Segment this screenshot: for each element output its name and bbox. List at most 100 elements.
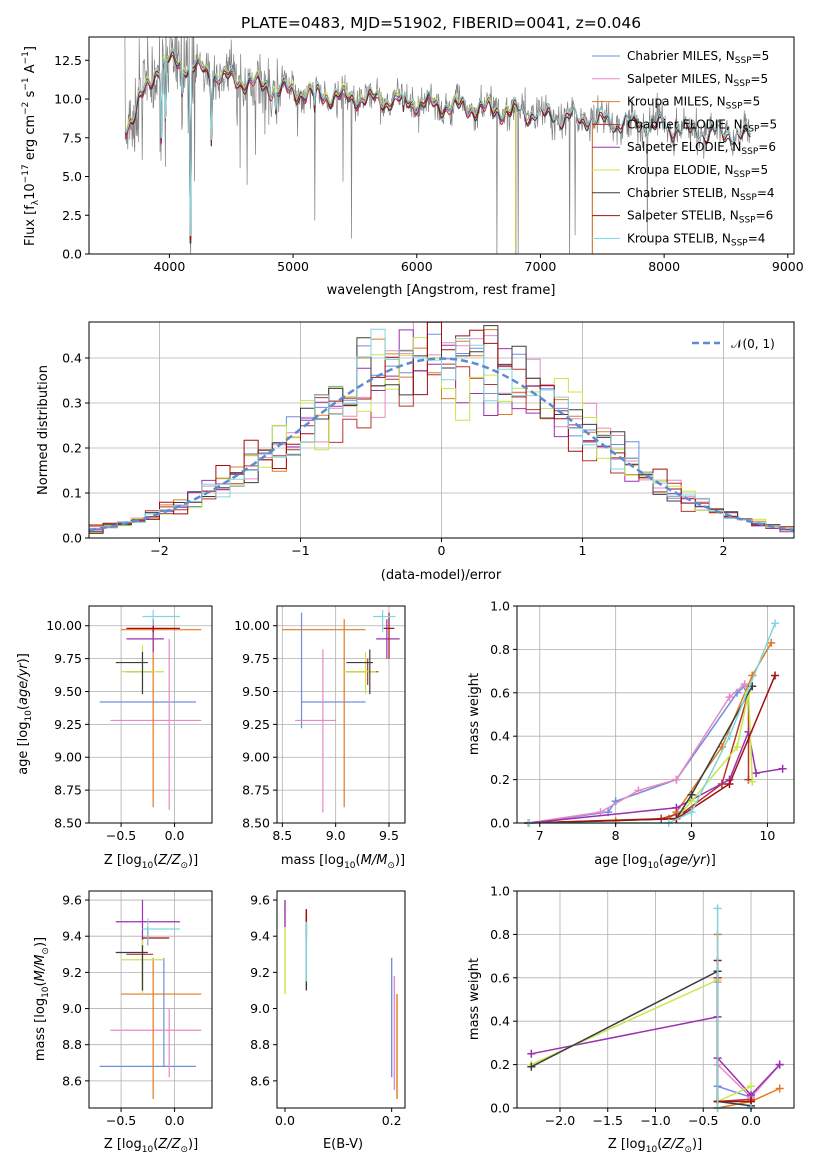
data-marker (672, 803, 681, 812)
y-tick-label: 9.25 (242, 717, 270, 732)
data-marker (687, 790, 696, 799)
data-marker (596, 808, 605, 817)
y-tick-label: 9.25 (54, 717, 82, 732)
x-tick-label: 0.0 (165, 828, 185, 843)
y-tick-label: 0.4 (490, 729, 510, 744)
data-marker (775, 1060, 784, 1069)
x-tick-label: 4000 (153, 259, 185, 274)
y-tick-label: 9.50 (54, 684, 82, 699)
grid (89, 891, 212, 1108)
x-tick-label: 8 (612, 828, 620, 843)
chart-title: PLATE=0483, MJD=51902, FIBERID=0041, z=0… (241, 14, 641, 32)
weight-series (528, 685, 753, 824)
y-tick-label: 1.0 (490, 884, 510, 899)
normal-curve (89, 357, 794, 532)
axes-frame (276, 890, 406, 1109)
legend-label: Kroupa MILES, NSSP=5 (627, 95, 760, 112)
y-tick-label: 10.00 (46, 618, 82, 633)
axes-weight-vs-Z: −2.0 −1.5 −1.0 −0.5 0.0 0.0 0.2 0.4 0.6 0.8 1.0 (490, 884, 795, 1128)
x-tick-label: 7000 (525, 259, 557, 274)
legend-label: Kroupa STELIB, NSSP=4 (627, 231, 765, 248)
x-tick-label: 1 (579, 543, 587, 558)
axes-weight-vs-age: 7 8 9 10 0.0 0.2 0.4 0.6 0.8 1.0 (490, 599, 795, 843)
x-axis-label: E(B-V) (323, 1137, 363, 1152)
axes-age-vs-mass: 8.5 9.0 9.5 8.50 8.75 9.00 9.25 9.50 9.75 10.00 (234, 605, 406, 843)
legend-label: Chabrier MILES, NSSP=5 (627, 49, 769, 66)
histogram-series (89, 328, 794, 530)
y-tick-label: 9.6 (250, 893, 270, 908)
axes-frame (276, 605, 406, 824)
weight-series (528, 692, 750, 824)
grid (517, 890, 794, 1109)
plot-area (284, 900, 398, 1099)
axes-mass-vs-EBV: 0.0 0.2 8.6 8.8 9.0 9.2 9.4 9.6 (250, 890, 406, 1128)
data-marker (775, 1084, 784, 1093)
data-marker (767, 638, 776, 647)
axes-frame (88, 605, 213, 824)
y-tick-label: 8.50 (54, 816, 82, 831)
data-marker (733, 743, 742, 752)
x-tick-label: 5000 (277, 259, 309, 274)
x-tick-label: −1.5 (593, 1113, 623, 1128)
axes-age-vs-Z: −0.5 0.0 8.50 8.75 9.00 9.25 9.50 9.75 10.00 (46, 605, 213, 843)
axes-frame (88, 890, 213, 1109)
axes-spectrum: 4000 5000 6000 7000 8000 9000 0.0 2.5 5.0 7.5 10.0… (54, 36, 804, 274)
plot-area (524, 619, 787, 827)
data-marker (771, 619, 780, 628)
y-tick-label: 8.6 (250, 1073, 270, 1088)
y-tick-label: 0.6 (490, 685, 510, 700)
data-marker (527, 1062, 536, 1071)
data-marker (687, 808, 696, 817)
weight-series (528, 729, 783, 824)
x-tick-label: 0.2 (382, 1113, 402, 1128)
x-tick-label: 9000 (772, 259, 804, 274)
axes-frame (516, 605, 795, 824)
y-tick-label: 0.0 (490, 816, 510, 831)
y-axis-label: mass [log10(M/M⊙)] (33, 937, 51, 1061)
y-axis-label: mass weight (467, 673, 482, 755)
legend-label: Salpeter MILES, NSSP=5 (627, 72, 768, 89)
plot-area (99, 900, 202, 1099)
axes-residuals: −2 −1 0 1 2 0.0 0.1 0.2 0.3 0.4 (62, 321, 795, 558)
y-tick-label: 0.2 (490, 1057, 510, 1072)
y-tick-label: 9.00 (242, 750, 270, 765)
x-tick-label: 8.5 (272, 828, 292, 843)
plot-area (99, 609, 202, 810)
data-marker (778, 764, 787, 773)
y-tick-label: 9.75 (242, 651, 270, 666)
x-tick-label: −0.5 (688, 1113, 718, 1128)
legend: Chabrier MILES, NSSP=5 Salpeter MILES, NS… (592, 49, 777, 248)
data-marker (725, 732, 734, 741)
data-marker (672, 775, 681, 784)
weight-series (716, 908, 751, 1109)
axes-frame (88, 36, 795, 255)
x-axis-label: (data-model)/error (381, 568, 502, 583)
x-axis-label: Z [log10(Z/Z⊙)] (608, 1137, 702, 1155)
plot-area (124, 37, 752, 254)
weight-series (528, 683, 746, 824)
legend-label: Salpeter ELODIE, NSSP=6 (627, 140, 776, 157)
legend-label: Kroupa ELODIE, NSSP=5 (627, 163, 768, 180)
x-tick-label: 2 (720, 543, 728, 558)
y-tick-label: 8.75 (242, 783, 270, 798)
y-tick-label: 0.2 (490, 772, 510, 787)
y-tick-label: 0.3 (62, 396, 82, 411)
y-tick-label: 0.2 (62, 441, 82, 456)
x-axis-label: Z [log10(Z/Z⊙)] (104, 853, 198, 871)
x-tick-label: 9 (688, 828, 696, 843)
x-tick-label: −2 (150, 543, 168, 558)
x-tick-label: 8000 (648, 259, 680, 274)
data-marker (752, 769, 761, 778)
data-marker (740, 680, 749, 689)
y-tick-label: 0.0 (62, 531, 82, 546)
x-axis-label: wavelength [Angstrom, rest frame] (327, 283, 556, 298)
y-tick-label: 8.6 (62, 1073, 82, 1088)
legend-label: Chabrier ELODIE, NSSP=5 (627, 117, 777, 134)
y-tick-label: 0.6 (490, 970, 510, 985)
y-tick-label: 9.0 (62, 1001, 82, 1016)
x-tick-label: 6000 (401, 259, 433, 274)
legend-label: 𝒩(0, 1) (731, 337, 775, 351)
y-tick-label: 8.8 (250, 1037, 270, 1052)
data-marker (747, 1082, 756, 1091)
